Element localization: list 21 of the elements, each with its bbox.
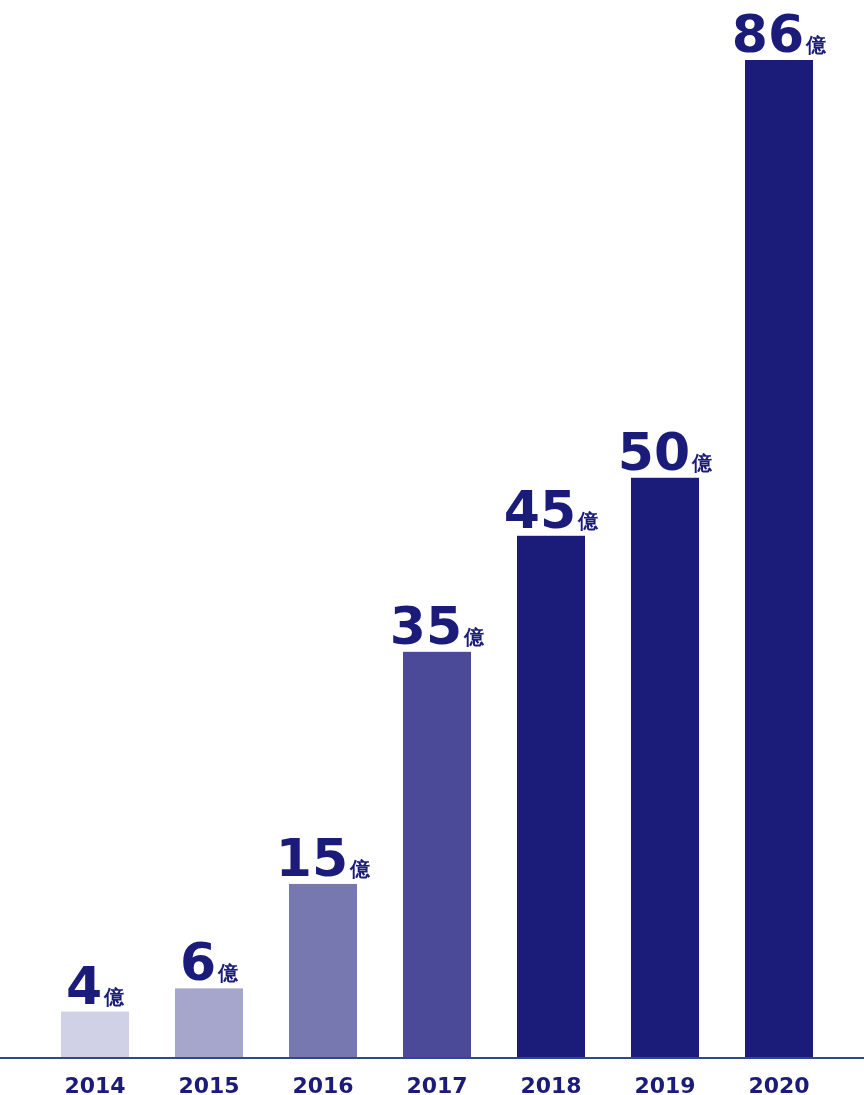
x-tick-label: 2014 [64, 1073, 126, 1095]
data-label: 15億 [275, 827, 372, 888]
bar [403, 651, 471, 1058]
bar [175, 988, 243, 1058]
bar [631, 477, 699, 1058]
data-label: 4億 [65, 955, 126, 1016]
data-label: 35億 [389, 595, 486, 656]
bar [61, 1011, 129, 1058]
x-tick-label: 2019 [634, 1073, 696, 1095]
x-tick-label: 2015 [178, 1073, 240, 1095]
x-tick-label: 2017 [406, 1073, 468, 1095]
x-tick-label: 2020 [748, 1073, 810, 1095]
data-label: 6億 [179, 932, 240, 993]
data-label: 45億 [503, 479, 600, 540]
bar [745, 60, 813, 1058]
data-label: 50億 [617, 421, 714, 482]
bar [517, 535, 585, 1058]
x-tick-label: 2016 [292, 1073, 354, 1095]
data-label: 86億 [731, 4, 828, 64]
bar [289, 883, 357, 1058]
x-tick-label: 2018 [520, 1073, 582, 1095]
